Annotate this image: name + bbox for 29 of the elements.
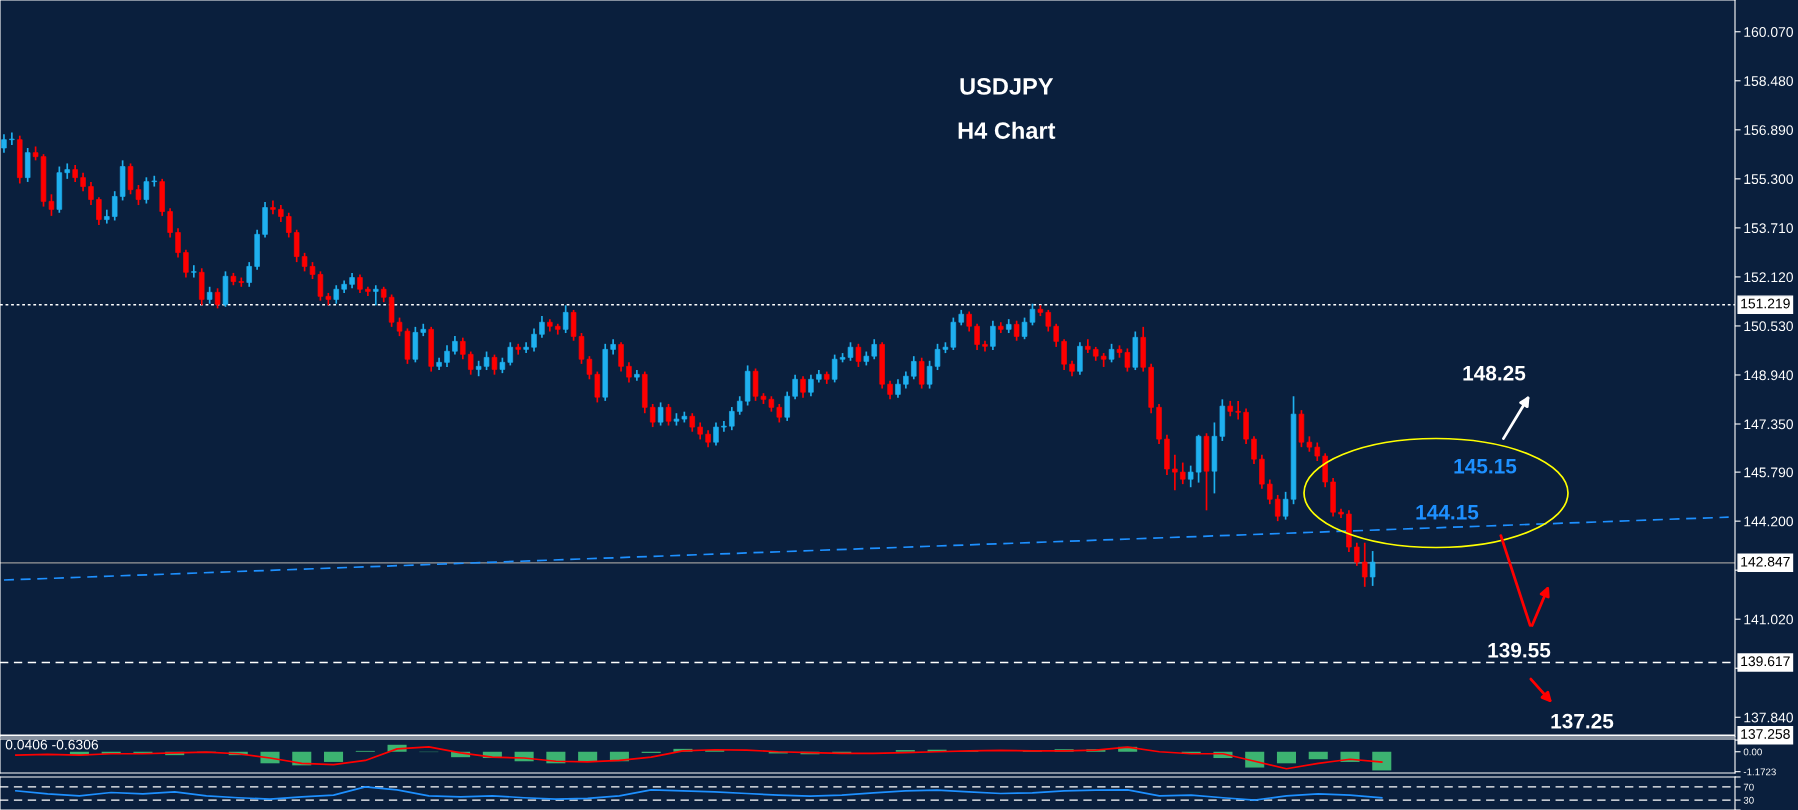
y-tick-label: 141.020: [1744, 614, 1793, 625]
text: USDJPY: [960, 78, 1054, 95]
ref-line-label: 137.258: [1741, 729, 1790, 739]
y-tick-label: 160.070: [1744, 27, 1793, 37]
annotation: 0.0406 -0.6306: [5, 739, 99, 750]
ref-line-label: 139.617: [1741, 656, 1790, 667]
ref-line-label: 142.847: [1741, 556, 1790, 567]
y-tick-label: 30: [1743, 796, 1754, 804]
y-tick-label: 156.890: [1744, 125, 1793, 135]
text: H4 Chart: [958, 121, 1056, 139]
y-tick-label: 70: [1743, 783, 1754, 791]
y-tick-label: 137.840: [1744, 712, 1793, 723]
y-tick-label: 148.940: [1744, 370, 1793, 381]
y-tick-label: 152.120: [1744, 272, 1793, 283]
annotation: 139.55: [1488, 642, 1551, 658]
y-tick-label: 158.480: [1744, 76, 1793, 86]
y-tick-label: 155.300: [1744, 174, 1793, 185]
y-tick-label: 150.530: [1744, 321, 1793, 332]
annotation: 137.25: [1551, 713, 1614, 729]
annotation: 148.25: [1463, 365, 1526, 381]
y-tick-label: 0.00: [1743, 748, 1762, 756]
annotation: 145.15: [1454, 459, 1517, 474]
y-tick-label: -1.1723: [1743, 768, 1776, 776]
ref-line-label: 151.219: [1741, 298, 1790, 309]
y-tick-label: 144.200: [1744, 516, 1793, 527]
annotation: 144.15: [1416, 505, 1479, 520]
y-tick-label: 153.710: [1744, 223, 1793, 234]
y-tick-label: 145.790: [1744, 467, 1793, 478]
y-tick-label: 147.350: [1744, 419, 1793, 430]
